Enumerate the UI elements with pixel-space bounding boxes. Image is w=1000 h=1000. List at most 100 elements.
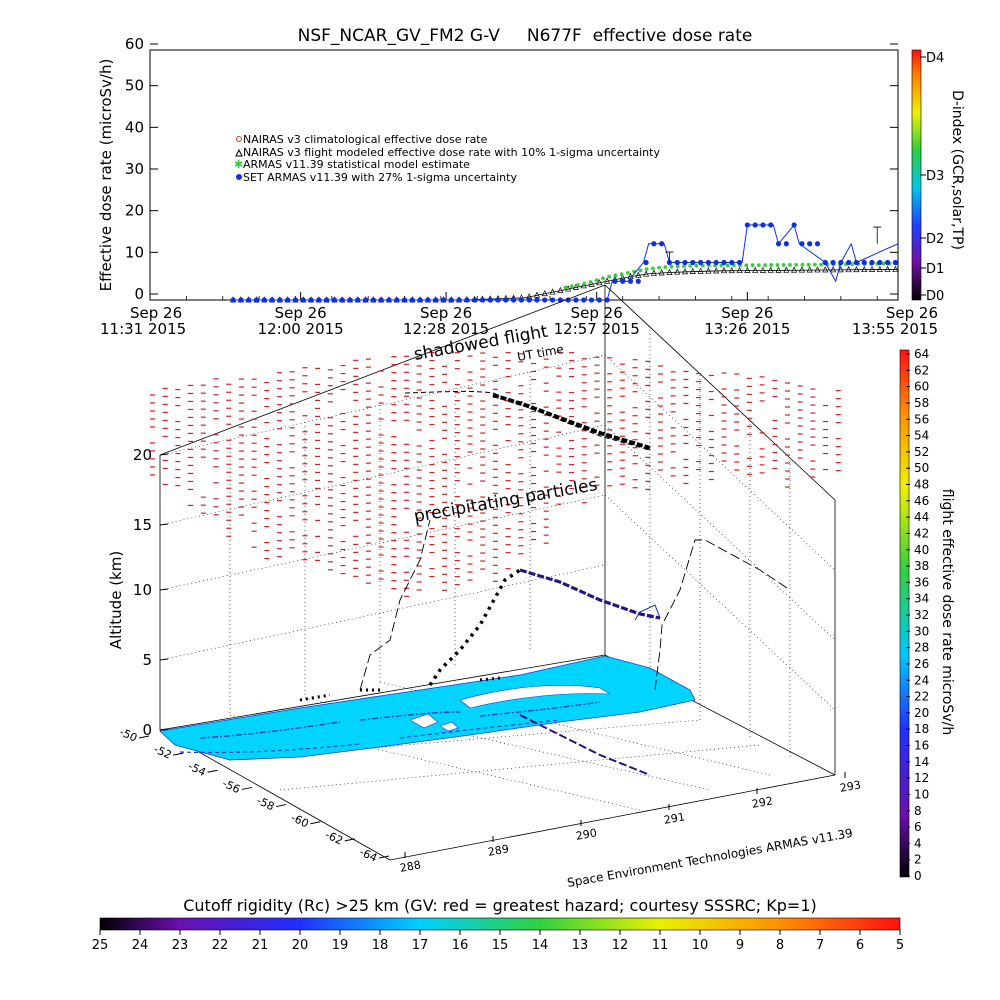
series-set-armas-point — [822, 259, 828, 266]
latitude-tick-label: -54 — [186, 760, 208, 779]
series-set-armas-point — [378, 297, 384, 303]
x-tick-day-label: Sep 26 — [721, 304, 773, 322]
latitude-tick-mark — [344, 838, 355, 842]
dose-rate-tick-label: 26 — [914, 657, 929, 671]
series-armas-statistical-point — [775, 262, 780, 267]
series-set-armas-point — [386, 297, 392, 303]
series-nairas-flight-point — [814, 266, 821, 273]
altitude-tick-mark — [159, 728, 169, 731]
series-nairas-flight-point — [822, 266, 829, 273]
legend-item-armas-statistical: ✱ ARMAS v11.39 statistical model estimat… — [234, 158, 470, 171]
series-nairas-flight-point — [557, 286, 564, 293]
dose-rate-tick-label: 62 — [914, 363, 929, 377]
dose-rate-tick-label: 48 — [914, 478, 929, 492]
cutoff-tick-label: 22 — [212, 938, 229, 953]
series-set-armas-point — [347, 297, 353, 303]
dose-rate-tick-label: 2 — [914, 853, 922, 867]
series-armas-statistical-point — [719, 263, 724, 268]
altitude-tick-mark — [159, 523, 169, 526]
latitude-tick-mark — [310, 821, 321, 825]
dose-rate-tick-label: 28 — [914, 641, 929, 655]
legend-item-set-armas: SET ARMAS v11.39 with 27% 1-sigma uncert… — [236, 171, 517, 184]
series-nairas-flight-point — [720, 267, 728, 274]
series-set-armas-point — [425, 297, 431, 303]
series-nairas-flight-point — [580, 282, 587, 289]
series-nairas-flight-point — [744, 266, 751, 273]
longitude-tick-label: 291 — [663, 810, 686, 826]
cutoff-rigidity-bar — [99, 917, 901, 931]
series-nairas-flight-point — [650, 269, 657, 276]
flight-ground-ticks — [299, 676, 501, 702]
series-armas-statistical-point — [663, 265, 668, 270]
series-armas-statistical-point — [650, 266, 655, 271]
series-set-armas-point — [253, 297, 260, 303]
flight-altitude-curve — [428, 568, 521, 686]
series-set-armas-point — [698, 259, 704, 266]
series-armas-statistical-point — [844, 262, 849, 267]
dose-rate-tick-label: 54 — [914, 429, 929, 443]
series-nairas-flight-point — [572, 283, 580, 290]
series-armas-statistical-point — [681, 264, 686, 269]
x-tick-day-label: Sep 26 — [275, 304, 327, 322]
scene-3d: shadowed flight UT time precipitating pa… — [107, 284, 955, 890]
series-set-armas-point — [885, 259, 891, 266]
series-nairas-flight-point — [767, 266, 774, 273]
cutoff-tick-label: 20 — [292, 938, 309, 953]
dose-rate-tick-label: 0 — [914, 869, 922, 883]
cutoff-rigidity-title: Cutoff rigidity (Rc) >25 km (GV: red = g… — [183, 896, 817, 915]
uncertainty-error-bar — [665, 251, 674, 263]
series-set-armas-point — [542, 297, 548, 303]
series-armas-statistical-point — [850, 262, 855, 267]
dose-rate-tick-label: 52 — [914, 445, 929, 459]
series-armas-statistical-point — [588, 280, 593, 285]
longitude-tick-label: 289 — [487, 842, 510, 858]
map-coast-detail-1 — [199, 701, 601, 739]
series-set-armas-point — [877, 259, 883, 266]
latitude-tick-mark — [378, 855, 390, 859]
dose-rate-tick-label: 22 — [914, 690, 929, 704]
series-set-armas-point — [596, 297, 602, 303]
x-tick-day-label: Sep 26 — [420, 304, 472, 322]
legend-label-set-armas: SET ARMAS v11.39 with 27% 1-sigma uncert… — [243, 171, 517, 184]
series-set-armas-point — [729, 259, 735, 266]
series-nairas-flight-point — [549, 288, 556, 295]
series-armas-statistical-point — [731, 263, 736, 268]
legend-label-nairas-climatological: NAIRAS v3 climatological effective dose … — [243, 133, 488, 146]
top-chart: NSF_NCAR_GV_FM2 G-V N677F effective dose… — [97, 26, 965, 338]
y-tick-label: 20 — [125, 202, 144, 220]
cutoff-tick-label: 17 — [412, 938, 429, 953]
cutoff-tick-label: 8 — [776, 938, 784, 953]
map-coast-detail-2 — [179, 719, 561, 754]
latitude-tick-mark — [241, 786, 252, 790]
series-set-armas-point — [370, 297, 376, 303]
y-tick-label: 60 — [125, 35, 144, 53]
d-index-tick-label: D1 — [926, 262, 944, 277]
map-surface — [159, 655, 696, 761]
series-set-armas-point — [682, 259, 688, 266]
dose-rate-tick-label: 18 — [914, 722, 929, 736]
series-armas-statistical-point — [744, 263, 749, 268]
series-set-armas-point — [331, 297, 338, 303]
d-index-tick-label: D2 — [926, 232, 944, 247]
x-tick-day-label: Sep 26 — [886, 304, 938, 322]
series-set-armas-point — [534, 297, 540, 303]
series-set-armas-point — [479, 297, 486, 303]
series-nairas-flight-point — [533, 291, 541, 298]
y-tick-label: 30 — [125, 160, 144, 178]
series-armas-statistical-point — [875, 261, 880, 266]
series-armas-statistical-point — [706, 263, 711, 268]
latitude-tick-label: -60 — [289, 811, 311, 830]
top-y-axis-label: Effective dose rate (microSv/h) — [97, 59, 115, 292]
series-set-armas-point — [300, 297, 306, 303]
series-set-armas-point — [495, 297, 501, 303]
cutoff-tick-label: 5 — [896, 938, 904, 953]
altitude-tick-label: 20 — [133, 446, 152, 464]
uncertainty-error-bar — [873, 226, 882, 244]
dose-rate-tick-label: 4 — [914, 836, 922, 850]
series-armas-statistical-point — [613, 273, 618, 278]
series-set-armas-point — [721, 259, 727, 266]
series-set-armas-point — [744, 222, 750, 228]
map-region-main — [159, 655, 696, 761]
series-set-armas-point — [448, 297, 454, 303]
latitude-tick-label: -58 — [255, 794, 277, 813]
